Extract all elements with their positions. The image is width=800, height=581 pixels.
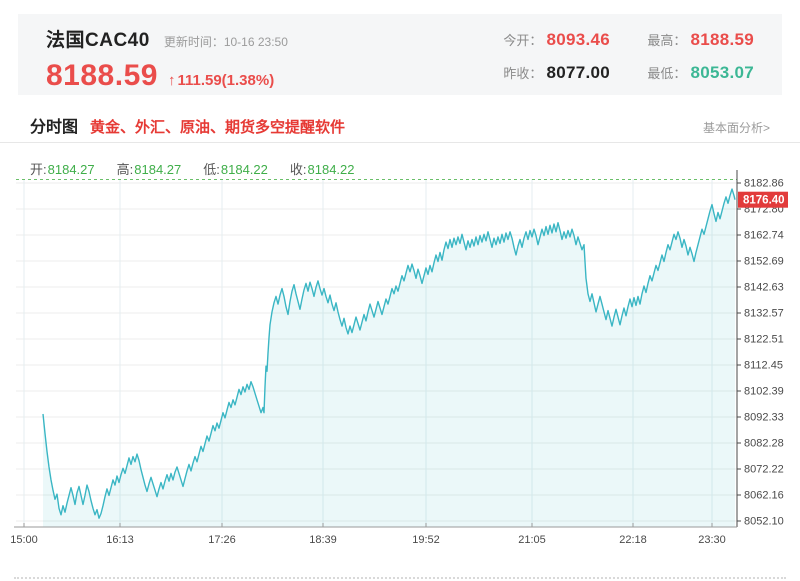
stat-low-value: 8053.07 <box>690 62 754 82</box>
y-tick-label: 8062.16 <box>744 489 784 501</box>
legend-open: 开: 8184.27 <box>30 159 95 178</box>
current-price-badge <box>738 191 788 208</box>
intraday-chart-section: 开: 8184.27 高: 8184.27 低: 8184.22 收: 8184.22 … <box>0 148 800 581</box>
x-tick-label: 16:13 <box>106 534 134 546</box>
stat-low: 最低： 8053.07 <box>636 63 754 83</box>
legend-open-value: 8184.27 <box>47 162 95 177</box>
stat-prev-close: 昨收： 8077.00 <box>492 63 610 83</box>
legend-close-value: 8184.22 <box>307 162 355 177</box>
promo-link[interactable]: 黄金、外汇、原油、期货多空提醒软件 <box>90 119 346 136</box>
legend-low-value: 8184.22 <box>220 162 268 177</box>
y-tick-label: 8152.69 <box>744 255 784 267</box>
grid-vertical <box>23 179 713 527</box>
x-axis-labels: 15:00 16:13 17:26 18:39 19:52 21:05 22:18 23:30 <box>10 523 726 546</box>
update-time: 更新时间：10-16 23:50 <box>164 33 288 50</box>
y-axis-labels: 8182.868172.808162.748152.698142.638132.… <box>737 178 784 528</box>
y-tick-label: 8162.74 <box>744 230 784 242</box>
legend-high-label: 高: <box>116 162 134 177</box>
stat-high-value: 8188.59 <box>690 29 754 49</box>
legend-high: 高: 8184.27 <box>117 159 182 178</box>
last-price: 8188.59 <box>46 59 158 92</box>
tab-intraday[interactable]: 分时图 <box>30 119 79 136</box>
legend-open-label: 开: <box>30 162 47 177</box>
tab-row: 分时图 黄金、外汇、原油、期货多空提醒软件 基本面分析> <box>30 113 770 139</box>
stat-low-label: 最低： <box>647 65 687 81</box>
update-time-label: 更新时间： <box>163 35 224 49</box>
legend-high-value: 8184.27 <box>134 162 182 177</box>
legend-close: 收: 8184.22 <box>290 159 355 178</box>
y-tick-label: 8112.45 <box>744 360 783 372</box>
stat-prev-close-label: 昨收： <box>503 65 543 81</box>
y-tick-label: 8052.10 <box>744 516 784 528</box>
quote-left: 法国CAC40 更新时间：10-16 23:50 8188.59 ↑ 111.59… <box>46 25 288 92</box>
stat-high-label: 最高： <box>647 32 687 48</box>
section-divider <box>0 142 800 143</box>
stat-open-value: 8093.46 <box>546 29 610 49</box>
price-area <box>43 189 735 527</box>
stat-open-label: 今开： <box>503 32 543 48</box>
y-tick-label: 8122.51 <box>744 333 784 345</box>
ohlc-legend: 开: 8184.27 高: 8184.27 低: 8184.22 收: 8184.22 <box>30 159 355 178</box>
stat-open: 今开： 8093.46 <box>492 30 610 50</box>
legend-low-label: 低: <box>203 162 220 177</box>
y-tick-label: 8092.33 <box>744 412 784 424</box>
quote-stats: 今开： 8093.46 最高： 8188.59 昨收： 8077.00 最低： … <box>492 27 754 85</box>
y-tick-label: 8072.22 <box>744 463 784 475</box>
x-tick-label: 21:05 <box>518 534 546 546</box>
bottom-dotted-line <box>14 577 786 580</box>
up-arrow-icon: ↑ <box>167 72 176 89</box>
stat-high: 最高： 8188.59 <box>636 30 754 50</box>
update-time-value: 10-16 23:50 <box>223 35 288 49</box>
legend-close-label: 收: <box>289 162 307 177</box>
y-tick-label: 8082.28 <box>744 437 784 449</box>
y-tick-label: 8132.57 <box>744 307 784 319</box>
x-tick-label: 23:30 <box>698 534 726 546</box>
x-tick-label: 15:00 <box>10 534 38 546</box>
quote-card: 法国CAC40 更新时间：10-16 23:50 8188.59 ↑ 111.59… <box>18 14 782 95</box>
price-change-value: 111.59(1.38%) <box>177 72 275 89</box>
y-tick-label: 8102.39 <box>744 386 784 398</box>
y-tick-label: 8142.63 <box>744 281 784 293</box>
price-change: ↑ 111.59(1.38%) <box>168 72 274 89</box>
grid-horizontal <box>16 182 737 522</box>
x-tick-label: 19:52 <box>412 534 440 546</box>
x-tick-label: 22:18 <box>619 534 647 546</box>
y-tick-label: 8182.86 <box>744 178 784 190</box>
legend-low: 低: 8184.22 <box>203 159 268 178</box>
x-tick-label: 17:26 <box>208 534 236 546</box>
current-price-badge-label: 8176.40 <box>743 195 785 207</box>
fundamental-analysis-link[interactable]: 基本面分析> <box>702 121 770 135</box>
price-line <box>42 188 736 519</box>
stat-prev-close-value: 8077.00 <box>546 62 610 82</box>
instrument-title: 法国CAC40 <box>46 30 150 51</box>
intraday-chart-svg[interactable]: 8182.868172.808162.748152.698142.638132.… <box>0 148 800 581</box>
x-tick-label: 18:39 <box>309 534 337 546</box>
